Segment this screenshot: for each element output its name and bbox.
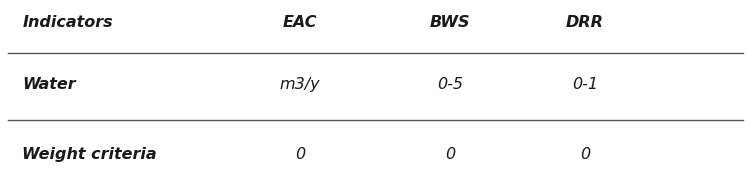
Text: m3/y: m3/y	[280, 77, 320, 92]
Text: 0: 0	[295, 147, 305, 162]
Text: 0: 0	[580, 147, 590, 162]
Text: DRR: DRR	[566, 15, 604, 30]
Text: BWS: BWS	[430, 15, 470, 30]
Text: EAC: EAC	[283, 15, 317, 30]
Text: Indicators: Indicators	[22, 15, 113, 30]
Text: Water: Water	[22, 77, 76, 92]
Text: 0-1: 0-1	[572, 77, 598, 92]
Text: 0-5: 0-5	[437, 77, 463, 92]
Text: 0: 0	[445, 147, 455, 162]
Text: Weight criteria: Weight criteria	[22, 147, 158, 162]
